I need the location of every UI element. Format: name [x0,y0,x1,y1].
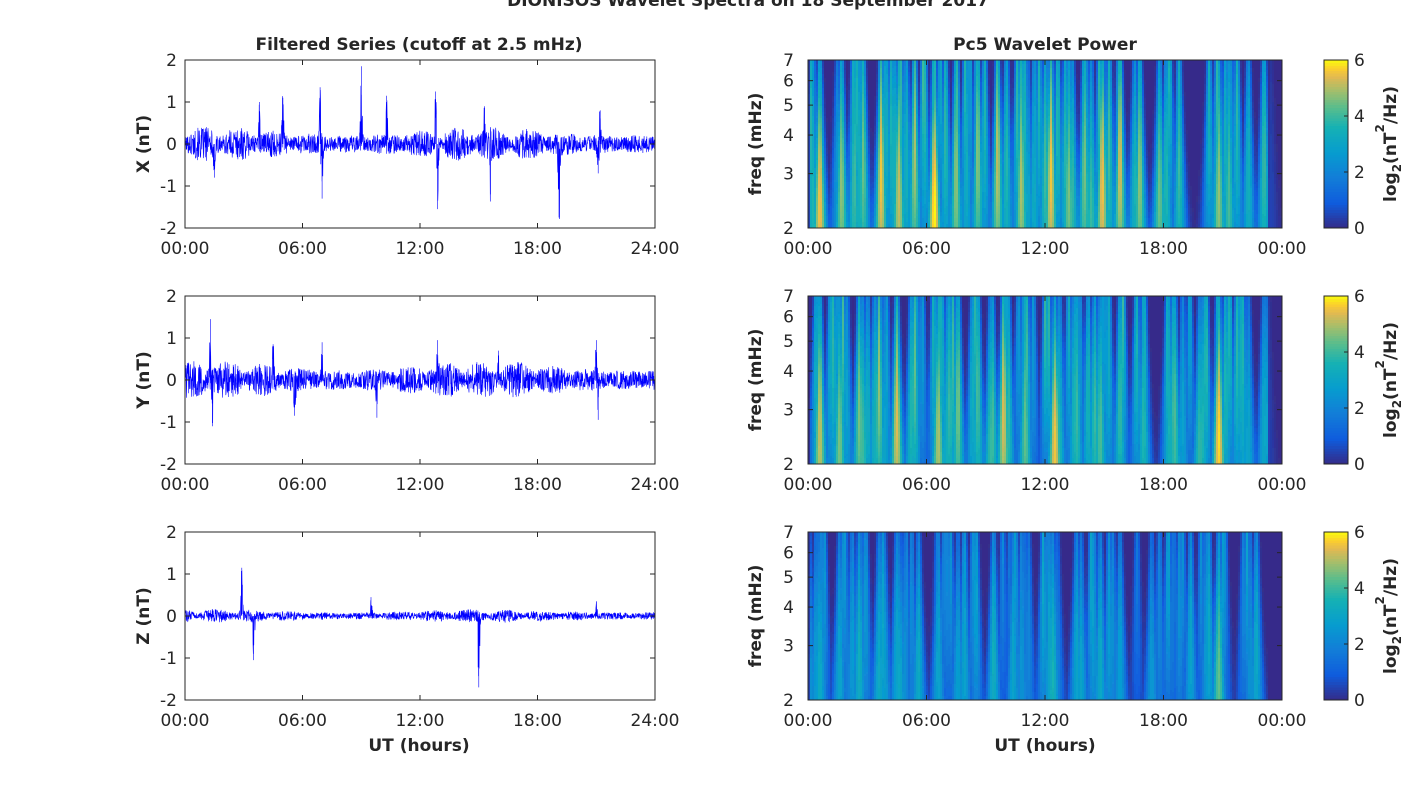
y-tick-label: -2 [160,691,177,711]
y-tick-label: -1 [160,177,177,197]
y-tick-label: 2 [166,51,177,71]
x-tick-label: 12:00 [396,239,445,259]
y-tick-label: 2 [166,523,177,543]
series-panel-x: -2 -1 0 1 2 00:00 06:00 12:00 18:00 24:00 X (nT) [134,51,680,259]
x-tick-label: 06:00 [278,475,327,495]
x-tick-label: 18:00 [513,475,562,495]
x-tick-label: 18:00 [513,239,562,259]
x-tick-label: 00:00 [161,475,210,495]
left-x-axis-label: UT (hours) [368,736,469,756]
y-tick-label: 1 [166,93,177,113]
x-tick-label: 06:00 [278,239,327,259]
x-tick-label: 18:00 [513,711,562,731]
y-tick-label: -2 [160,455,177,475]
series-panel-y: -2 -1 0 1 2 00:00 06:00 12:00 18:00 24:00 Y (nT) [134,287,680,495]
y-axis-label: Z (nT) [134,587,154,644]
y-tick-label: 1 [166,329,177,349]
y-axis-label: Y (nT) [134,351,154,409]
series-panel-z: -2 -1 0 1 2 00:00 06:00 12:00 18:00 24:00 Z (nT) [134,523,680,731]
right-x-axis-label: UT (hours) [994,736,1095,756]
y-tick-label: 0 [166,607,177,627]
y-tick-label: -1 [160,649,177,669]
heatmap-cells [808,60,1283,229]
left-column-title: Filtered Series (cutoff at 2.5 mHz) [255,35,582,55]
figure-title: DIONISOS Wavelet Spectra on 18 September… [507,0,989,11]
x-tick-label: 12:00 [396,711,445,731]
x-tick-label: 06:00 [278,711,327,731]
right-column-title: Pc5 Wavelet Power [953,35,1137,55]
y-tick-label: 0 [166,371,177,391]
y-tick-label: -2 [160,219,177,239]
y-tick-label: 2 [166,287,177,307]
x-tick-label: 24:00 [631,239,680,259]
x-tick-label: 00:00 [161,711,210,731]
y-axis-label: X (nT) [134,115,154,173]
x-tick-label: 00:00 [161,239,210,259]
x-tick-label: 12:00 [396,475,445,495]
x-tick-label: 24:00 [631,475,680,495]
y-tick-label: -1 [160,413,177,433]
y-tick-label: 1 [166,565,177,585]
x-tick-label: 24:00 [631,711,680,731]
y-tick-label: 0 [166,135,177,155]
